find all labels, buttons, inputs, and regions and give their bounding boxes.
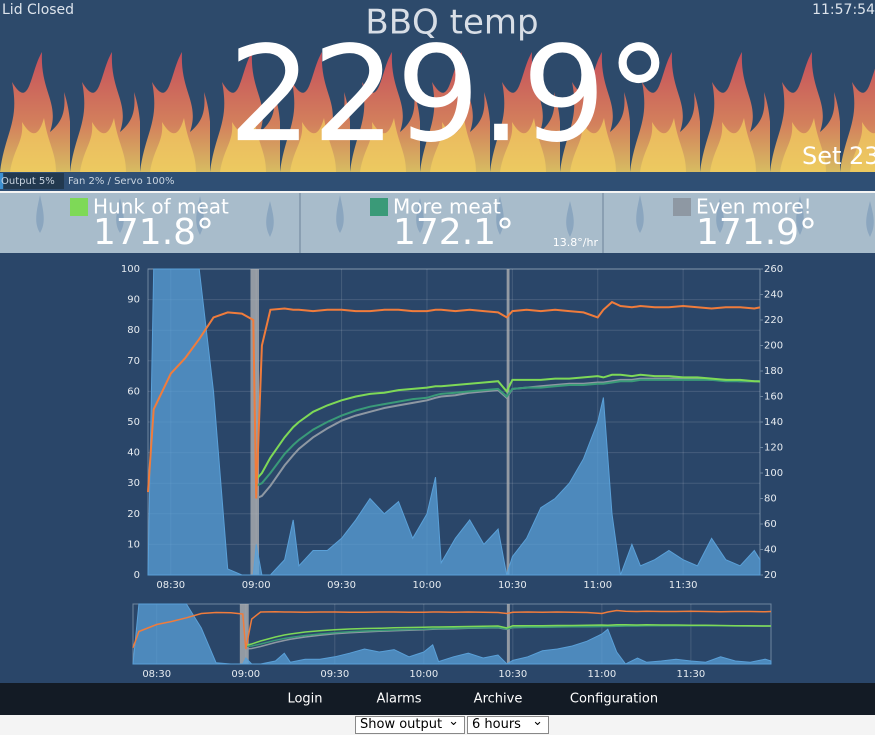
x-tick-label: 09:00 xyxy=(242,580,271,591)
nav-link[interactable]: Alarms xyxy=(376,692,421,707)
x-tick-label: 11:30 xyxy=(669,580,698,591)
x-tick-label: 11:00 xyxy=(583,580,612,591)
probe-swatch xyxy=(70,198,88,216)
x-tick-label: 10:00 xyxy=(409,669,438,680)
probe-name: More meat xyxy=(393,195,501,219)
probe-band xyxy=(0,193,875,253)
y2-tick-label: 140 xyxy=(764,417,783,428)
output-area xyxy=(132,603,772,665)
probe-name: Hunk of meat xyxy=(93,195,229,219)
y2-tick-label: 60 xyxy=(764,519,777,530)
y2-tick-label: 260 xyxy=(764,264,783,275)
lid-open-band xyxy=(506,604,510,664)
y-tick-label: 80 xyxy=(127,325,140,336)
lid-status: Lid Closed xyxy=(2,2,74,18)
probe-swatch xyxy=(673,198,691,216)
dashboard: Lid Closed 11:57:54 BBQ temp 229.9° Set … xyxy=(0,0,875,715)
x-tick-label: 10:30 xyxy=(498,669,527,680)
setpoint: Set 23 xyxy=(802,142,875,170)
clock: 11:57:54 xyxy=(812,2,875,18)
y-tick-label: 20 xyxy=(127,509,140,520)
output-label: Output 5% xyxy=(1,176,55,187)
y2-tick-label: 180 xyxy=(764,366,783,377)
nav: Login Alarms Archive Configuration xyxy=(287,692,658,707)
y2-tick-label: 20 xyxy=(764,570,777,581)
y2-tick-label: 220 xyxy=(764,315,783,326)
y2-tick-label: 200 xyxy=(764,341,783,352)
probe-temp: 172.1° xyxy=(393,212,514,253)
x-tick-label: 11:30 xyxy=(676,669,705,680)
fan-label: Fan 2% / Servo 100% xyxy=(68,176,174,187)
y2-tick-label: 120 xyxy=(764,443,783,454)
nav-link[interactable]: Archive xyxy=(474,692,523,707)
y-tick-label: 40 xyxy=(127,448,140,459)
y-tick-label: 30 xyxy=(127,478,140,489)
probe-temp: 171.9° xyxy=(696,212,817,253)
x-tick-label: 09:30 xyxy=(320,669,349,680)
y2-tick-label: 100 xyxy=(764,468,783,479)
y-tick-label: 50 xyxy=(127,417,140,428)
output-select[interactable]: Show output xyxy=(355,714,465,734)
x-tick-label: 09:30 xyxy=(327,580,356,591)
y2-tick-label: 160 xyxy=(764,392,783,403)
flames xyxy=(0,52,875,172)
series-line xyxy=(147,300,761,499)
y-tick-label: 10 xyxy=(127,539,140,550)
y-tick-label: 90 xyxy=(127,295,140,306)
x-tick-label: 10:30 xyxy=(498,580,527,591)
x-tick-label: 08:30 xyxy=(156,580,185,591)
x-tick-label: 11:00 xyxy=(587,669,616,680)
nav-bar xyxy=(0,683,875,715)
series-line xyxy=(245,625,771,648)
y2-tick-label: 40 xyxy=(764,545,777,556)
series-line xyxy=(245,624,771,647)
output-bar xyxy=(0,173,4,189)
x-tick-label: 08:30 xyxy=(142,669,171,680)
x-tick-label: 09:00 xyxy=(231,669,260,680)
nav-link[interactable]: Configuration xyxy=(570,692,658,707)
y-tick-label: 0 xyxy=(134,570,140,581)
range-select[interactable]: 6 hours xyxy=(467,714,549,734)
series-line xyxy=(255,378,761,487)
y2-tick-label: 80 xyxy=(764,494,777,505)
pit-title: BBQ temp xyxy=(365,3,538,43)
output-box xyxy=(0,173,64,189)
y-tick-label: 60 xyxy=(127,386,140,397)
pit-temp: 229.9° xyxy=(228,18,672,172)
x-tick-label: 10:00 xyxy=(413,580,442,591)
series-line xyxy=(132,609,772,650)
lid-open-band xyxy=(506,269,510,575)
series-line xyxy=(255,373,761,481)
y2-tick-label: 240 xyxy=(764,290,783,301)
nav-link[interactable]: Login xyxy=(287,692,322,707)
probe-name: Even more! xyxy=(696,195,812,219)
chart-bg xyxy=(0,253,875,683)
y-tick-label: 70 xyxy=(127,356,140,367)
probe-rate: 13.8°/hr xyxy=(553,236,599,249)
output-row xyxy=(0,172,875,191)
output-area xyxy=(147,268,761,576)
y-tick-label: 100 xyxy=(121,264,140,275)
probe-swatch xyxy=(370,198,388,216)
probe-temp: 171.8° xyxy=(93,212,214,253)
